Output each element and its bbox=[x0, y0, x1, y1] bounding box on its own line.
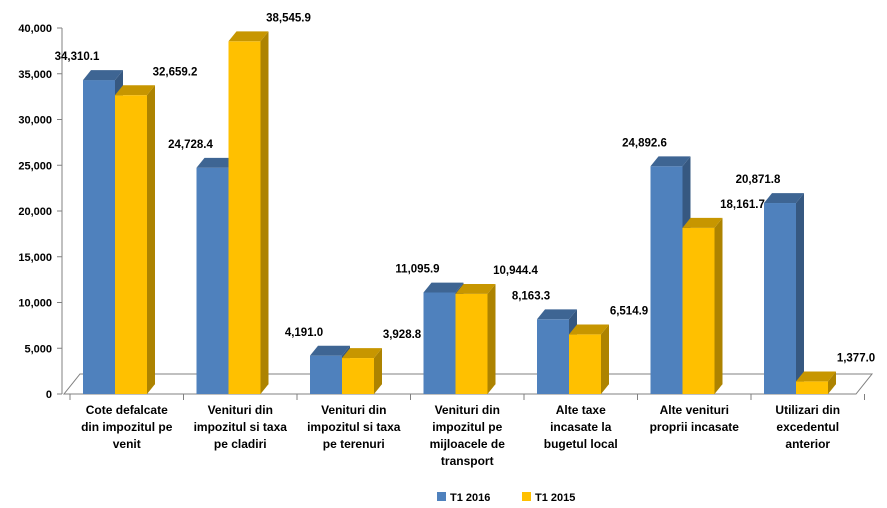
bar-top bbox=[196, 157, 237, 168]
legend-swatch bbox=[522, 492, 531, 501]
category-label: venit bbox=[113, 437, 141, 451]
bar-side bbox=[147, 85, 155, 395]
bar-t1-2016 bbox=[83, 80, 115, 394]
y-tick-label: 5,000 bbox=[24, 343, 52, 355]
legend-swatch bbox=[437, 492, 446, 501]
data-label: 6,514.9 bbox=[610, 305, 648, 317]
bar-side bbox=[374, 348, 382, 394]
category-label: Venituri din bbox=[321, 403, 386, 417]
bar-t1-2015 bbox=[796, 381, 828, 394]
bar-top bbox=[569, 324, 609, 335]
y-tick-label: 25,000 bbox=[18, 160, 52, 172]
y-tick-label: 20,000 bbox=[18, 206, 52, 218]
category-label: bugetul local bbox=[544, 437, 618, 451]
chart-bars bbox=[83, 31, 836, 395]
bar-t1-2016 bbox=[537, 319, 569, 394]
category-label: transport bbox=[441, 454, 494, 468]
bar-t1-2016 bbox=[196, 167, 229, 394]
bar-top bbox=[310, 345, 350, 356]
bar-top bbox=[455, 283, 496, 294]
bar-t1-2016 bbox=[650, 166, 683, 394]
legend-label: T1 2015 bbox=[535, 492, 575, 504]
data-label: 10,944.4 bbox=[493, 265, 538, 277]
data-label: 4,191.0 bbox=[285, 327, 323, 339]
legend-label: T1 2016 bbox=[450, 492, 490, 504]
data-label: 24,728.4 bbox=[168, 139, 213, 151]
y-tick-label: 40,000 bbox=[18, 23, 52, 35]
data-label: 20,871.8 bbox=[736, 174, 781, 186]
category-label: excedentul bbox=[776, 420, 839, 434]
category-label: Utilizari din bbox=[775, 403, 840, 417]
category-label: proprii incasate bbox=[650, 420, 740, 434]
bar-top bbox=[650, 156, 691, 167]
data-label: 38,545.9 bbox=[266, 12, 311, 24]
chart-axes: 0 5,000 10,000 15,000 20,000 25,000 30,000 35,0… bbox=[18, 23, 874, 401]
bar-t1-2016 bbox=[310, 355, 342, 394]
category-label: mijloacele de bbox=[430, 437, 506, 451]
data-label: 34,310.1 bbox=[55, 51, 100, 63]
bar-top bbox=[423, 282, 464, 293]
bar-t1-2015 bbox=[682, 227, 715, 394]
bar-top bbox=[115, 85, 155, 96]
category-label: pe cladiri bbox=[214, 437, 267, 451]
bar-top bbox=[342, 348, 382, 359]
bar-top bbox=[682, 217, 723, 228]
data-label: 1,377.0 bbox=[837, 353, 875, 365]
data-label: 18,161.7 bbox=[720, 199, 765, 211]
chart-data-labels: 34,310.1 32,659.2 24,728.4 38,545.9 4,191.0 3… bbox=[55, 12, 876, 364]
category-label: Alte venituri bbox=[660, 403, 729, 417]
chart-category-labels: Cote defalcate din impozitul pe venit Venit… bbox=[81, 403, 840, 468]
y-tick-label: 35,000 bbox=[18, 69, 52, 81]
category-label: Venituri din bbox=[435, 403, 500, 417]
category-label: pe terenuri bbox=[323, 437, 385, 451]
bar-top bbox=[537, 309, 577, 320]
bar-t1-2015 bbox=[342, 358, 374, 394]
y-tick-label: 0 bbox=[46, 389, 52, 401]
category-label: impozitul pe bbox=[432, 420, 502, 434]
category-label: din impozitul pe bbox=[81, 420, 173, 434]
bar-top bbox=[228, 31, 269, 42]
y-tick-label: 15,000 bbox=[18, 252, 52, 264]
data-label: 11,095.9 bbox=[395, 264, 439, 276]
category-label: Alte taxe bbox=[556, 403, 606, 417]
data-label: 24,892.6 bbox=[622, 137, 667, 149]
bar-side bbox=[714, 217, 723, 394]
y-tick-label: 30,000 bbox=[18, 115, 52, 127]
category-label: anterior bbox=[785, 437, 830, 451]
data-label: 3,928.8 bbox=[383, 329, 422, 341]
data-label: 8,163.3 bbox=[512, 290, 550, 302]
bar-top bbox=[796, 371, 836, 382]
category-label: incasate la bbox=[550, 420, 612, 434]
bar-side bbox=[260, 31, 269, 394]
bar-side bbox=[796, 193, 804, 394]
bar-t1-2015 bbox=[569, 334, 601, 394]
category-label: impozitul si taxa bbox=[194, 420, 288, 434]
category-label: impozitul si taxa bbox=[307, 420, 401, 434]
category-label: Cote defalcate bbox=[86, 403, 168, 417]
bar-t1-2015 bbox=[228, 41, 261, 394]
bar-side bbox=[487, 283, 496, 394]
bar-t1-2015 bbox=[115, 95, 147, 394]
category-label: Venituri din bbox=[208, 403, 273, 417]
bar-t1-2016 bbox=[764, 203, 796, 394]
data-label: 32,659.2 bbox=[153, 66, 198, 78]
y-tick-label: 10,000 bbox=[18, 298, 52, 310]
bar-top bbox=[83, 70, 123, 81]
bar-top bbox=[764, 193, 804, 204]
chart-legend: T1 2016 T1 2015 bbox=[437, 492, 575, 504]
bar-side bbox=[828, 371, 836, 394]
bar-side bbox=[601, 324, 609, 394]
bar-t1-2016 bbox=[423, 292, 456, 394]
bar-t1-2015 bbox=[455, 293, 488, 394]
